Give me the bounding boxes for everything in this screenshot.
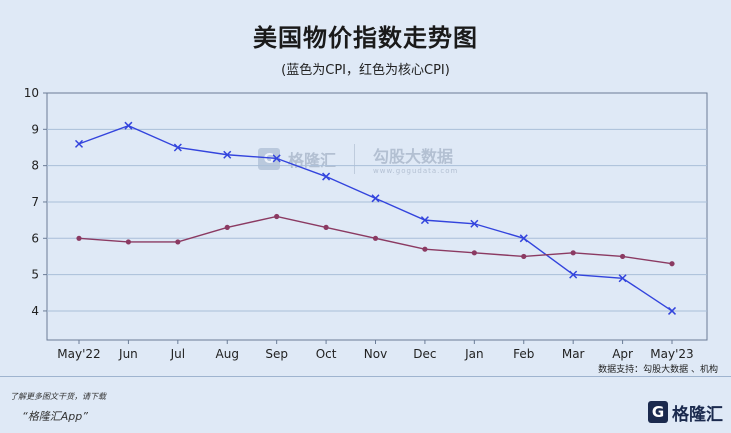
x-tick-label: Aug xyxy=(216,347,239,361)
core-cpi-point xyxy=(274,213,280,220)
y-tick-label: 9 xyxy=(31,122,39,136)
core-cpi-point xyxy=(669,261,675,267)
logo-text: 格隆汇 xyxy=(672,404,723,425)
cpi-point xyxy=(173,143,182,152)
y-tick-label: 4 xyxy=(31,304,39,318)
y-tick-label: 6 xyxy=(31,231,39,245)
watermark: G 格隆汇 勾股大数据 www.gogudata.com xyxy=(258,143,458,175)
core-cpi-point xyxy=(570,250,576,256)
tick-layer: 4 5 6 7 8 9 10 May'22 Jun Jul Aug Sep Oct Nov Dec Jan Fe… xyxy=(24,86,694,361)
series-layer xyxy=(74,121,677,315)
core-cpi-point xyxy=(619,253,626,260)
promo-text: 了解更多图文干货，请下载 xyxy=(10,392,106,401)
cpi-point xyxy=(371,194,380,203)
x-tick-label: Jan xyxy=(464,347,484,361)
footer-divider xyxy=(0,376,731,377)
cpi-point xyxy=(569,270,578,279)
data-source: 数据支持：勾股大数据 、机构 xyxy=(598,365,718,375)
x-tick-label: Jun xyxy=(118,347,138,361)
cpi-point xyxy=(272,154,281,163)
logo-icon: G xyxy=(648,401,668,423)
x-tick-label: Oct xyxy=(316,347,337,361)
x-tick-label: May'23 xyxy=(650,347,693,361)
core-cpi-point xyxy=(521,253,527,260)
cpi-point xyxy=(519,234,528,243)
watermark-logo-icon: G xyxy=(258,148,280,170)
cpi-point xyxy=(223,150,232,159)
y-tick-label: 7 xyxy=(31,195,39,209)
cpi-point xyxy=(667,306,677,315)
core-cpi-point xyxy=(224,224,230,230)
core-cpi-point xyxy=(422,246,428,252)
watermark-text-right: 勾股大数据 xyxy=(373,147,454,166)
core-cpi-point xyxy=(323,224,329,230)
x-tick-label: May'22 xyxy=(57,347,100,361)
x-tick-label: Nov xyxy=(364,347,387,361)
core-cpi-point xyxy=(125,239,132,245)
y-tick-label: 10 xyxy=(24,86,39,100)
x-tick-label: Feb xyxy=(513,347,534,361)
x-tick-label: Apr xyxy=(612,347,633,361)
core-cpi-point xyxy=(372,235,379,241)
y-tick-label: 8 xyxy=(31,159,39,173)
chart-title: 美国物价指数走势图 xyxy=(253,24,478,52)
chart-subtitle: (蓝色为CPI，红色为核心CPI) xyxy=(281,63,450,78)
watermark-url: www.gogudata.com xyxy=(373,167,459,175)
core-cpi-point xyxy=(471,250,477,256)
cpi-point xyxy=(470,219,479,228)
cpi-point xyxy=(124,121,133,130)
plot-frame xyxy=(46,92,708,341)
promo-app-name: “格隆汇App” xyxy=(22,410,88,423)
y-tick-label: 5 xyxy=(31,268,39,282)
cpi-point xyxy=(420,216,429,225)
x-tick-label: Sep xyxy=(265,347,288,361)
watermark-divider xyxy=(354,144,356,174)
cpi-point xyxy=(74,139,84,148)
x-tick-label: Mar xyxy=(562,347,585,361)
x-tick-label: Jul xyxy=(170,347,185,361)
grid-layer xyxy=(43,92,708,344)
x-tick-label: Dec xyxy=(413,347,436,361)
core-cpi-point xyxy=(76,235,82,241)
cpi-point xyxy=(618,274,627,283)
cpi-point xyxy=(322,172,331,181)
brand-logo[interactable]: G 格隆汇 xyxy=(648,399,723,425)
cpi-line xyxy=(78,124,673,312)
core-cpi-point xyxy=(175,239,181,245)
